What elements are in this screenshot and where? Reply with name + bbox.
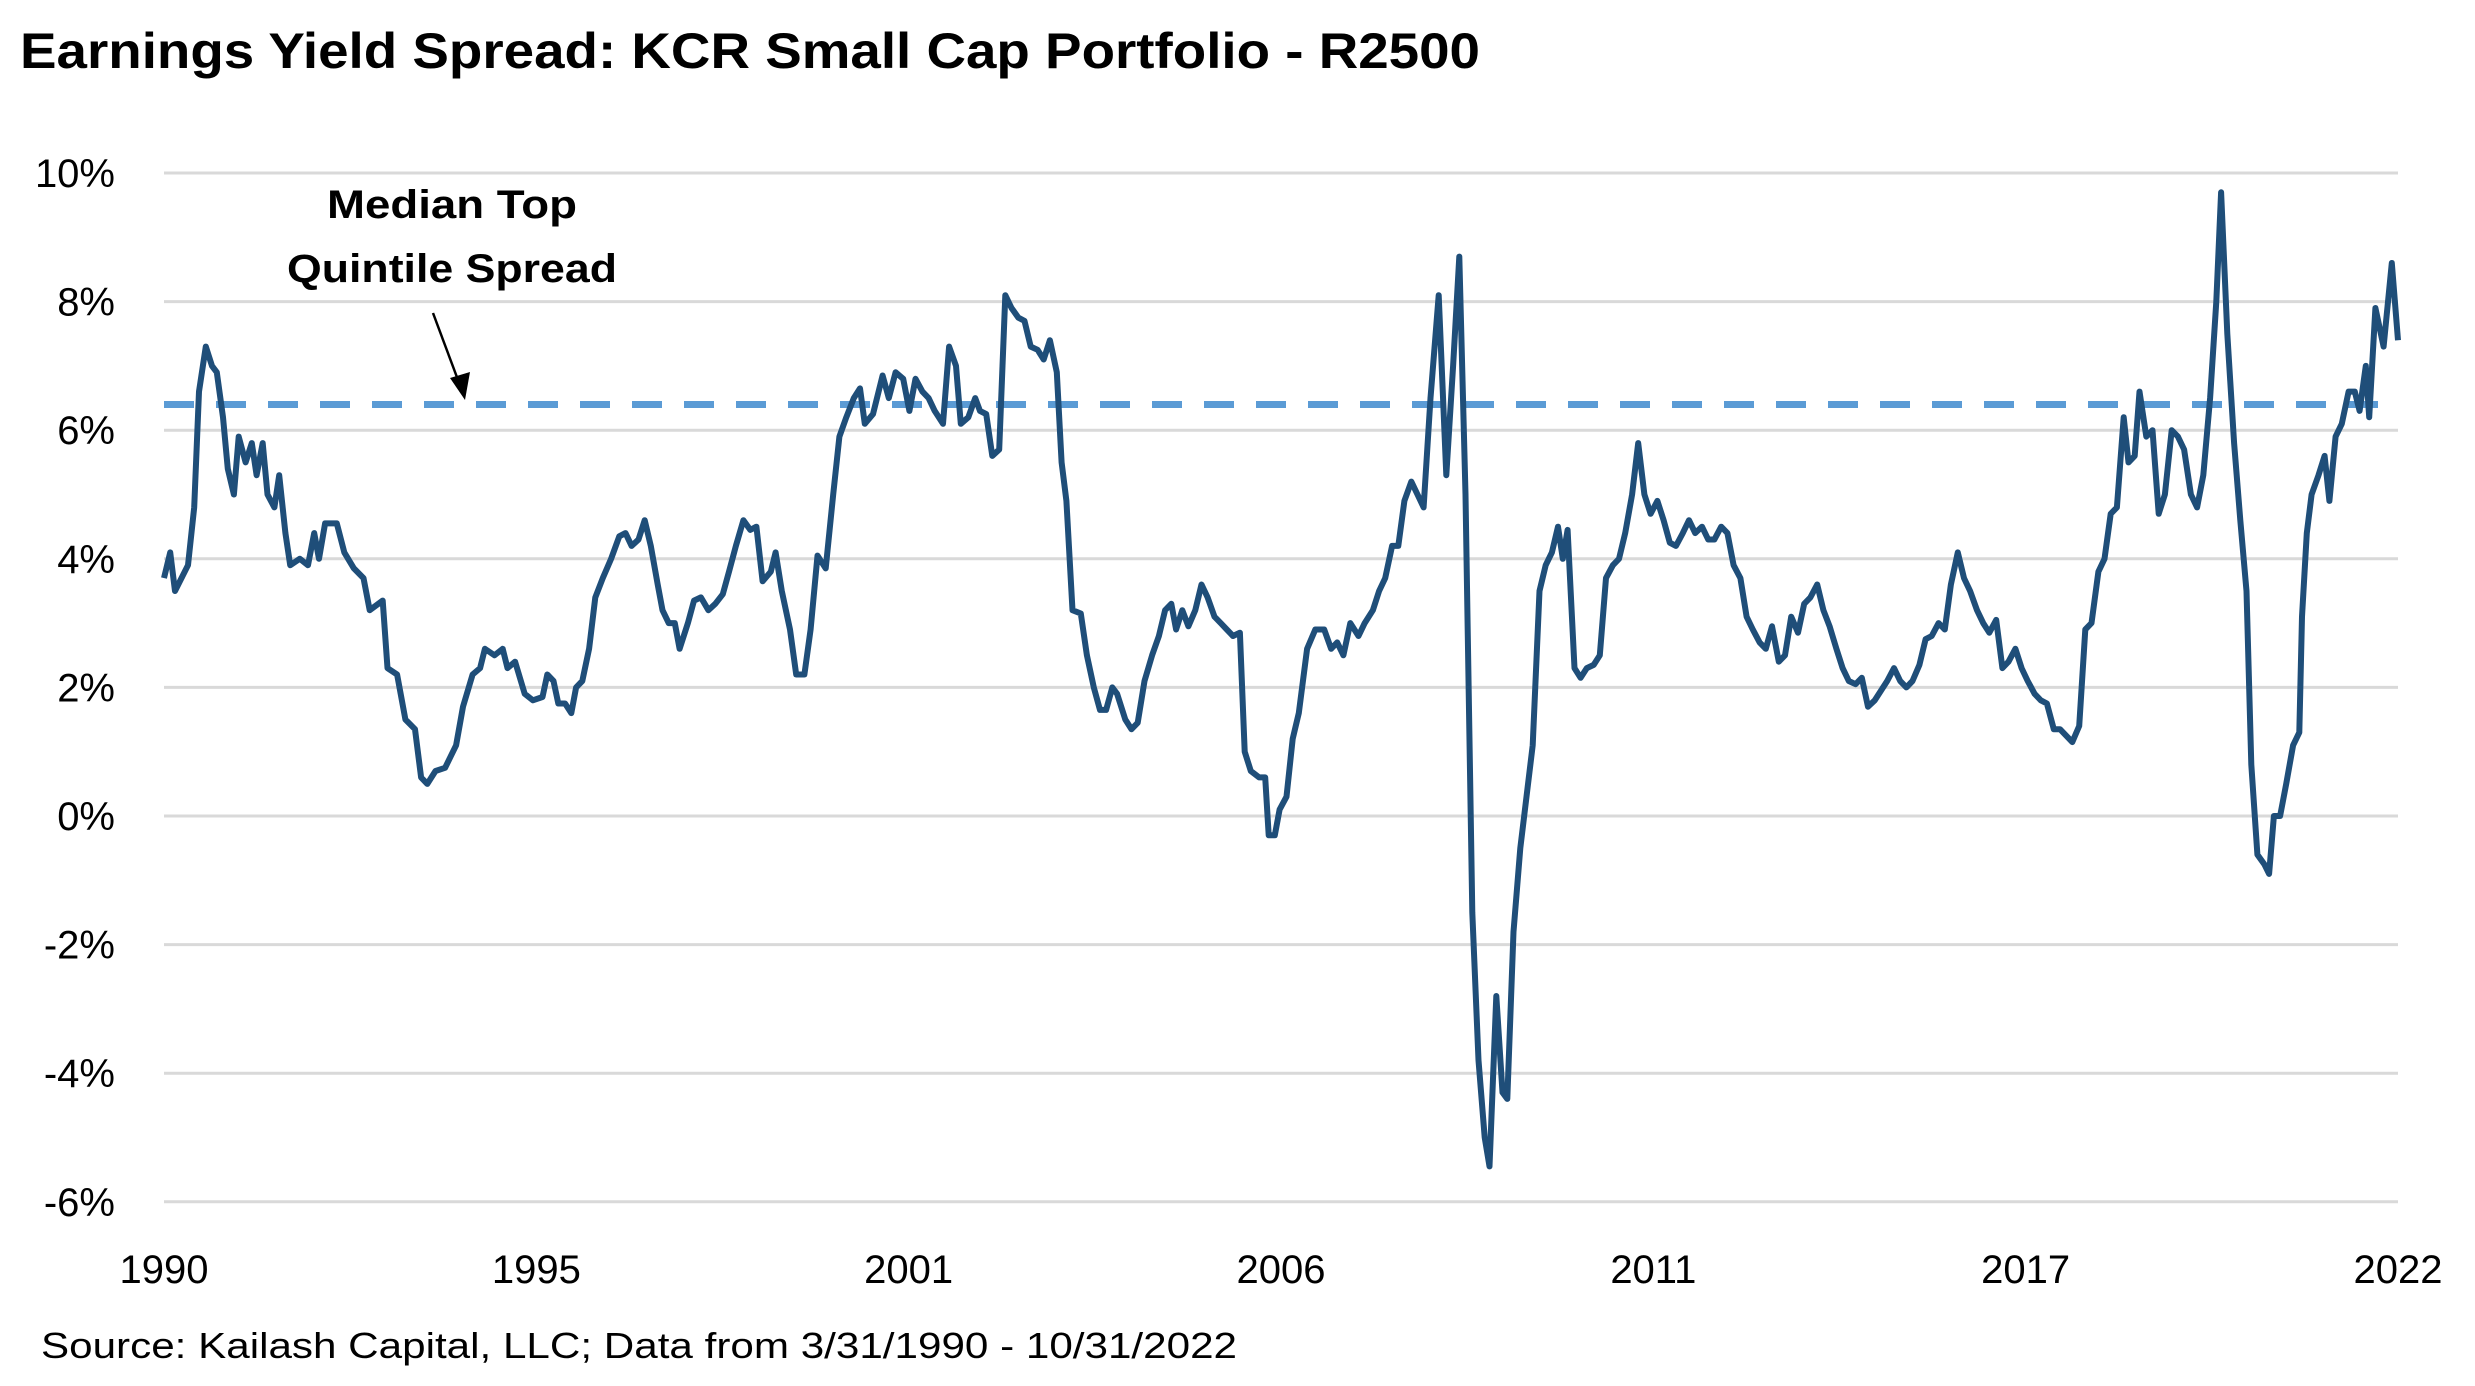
x-tick-label: 2001 xyxy=(864,1248,953,1292)
chart-title: Earnings Yield Spread: KCR Small Cap Por… xyxy=(20,23,1480,79)
y-tick-label: 10% xyxy=(35,152,115,196)
x-tick-label: 2017 xyxy=(1981,1248,2070,1292)
annotation-arrow-shaft xyxy=(431,312,460,381)
annotation-arrow-head-icon xyxy=(450,372,470,400)
x-tick-label: 1995 xyxy=(492,1248,581,1292)
y-tick-label: -6% xyxy=(44,1181,115,1225)
series-line xyxy=(161,189,2401,1170)
y-tick-label: 4% xyxy=(57,538,115,582)
source-note: Source: Kailash Capital, LLC; Data from … xyxy=(41,1325,1237,1366)
y-axis-labels: 10% 8% 6% 4% 2% 0% -2% -4% -6% xyxy=(35,152,115,1225)
y-tick-label: 6% xyxy=(57,409,115,453)
x-tick-label: 2022 xyxy=(2354,1248,2443,1292)
annotation-line-1: Median Top xyxy=(327,183,577,227)
y-tick-label: -4% xyxy=(44,1052,115,1096)
median-annotation: Median Top Quintile Spread xyxy=(287,183,617,400)
y-tick-label: 0% xyxy=(57,795,115,839)
annotation-line-2: Quintile Spread xyxy=(287,247,617,291)
y-tick-label: -2% xyxy=(44,924,115,968)
x-tick-label: 2006 xyxy=(1237,1248,1326,1292)
x-tick-label: 2011 xyxy=(1610,1248,1696,1292)
x-axis-labels: 1990 1995 2001 2006 2011 2017 2022 xyxy=(120,1248,2443,1292)
y-tick-label: 2% xyxy=(57,666,115,710)
y-tick-label: 8% xyxy=(57,281,115,325)
x-tick-label: 1990 xyxy=(120,1248,209,1292)
